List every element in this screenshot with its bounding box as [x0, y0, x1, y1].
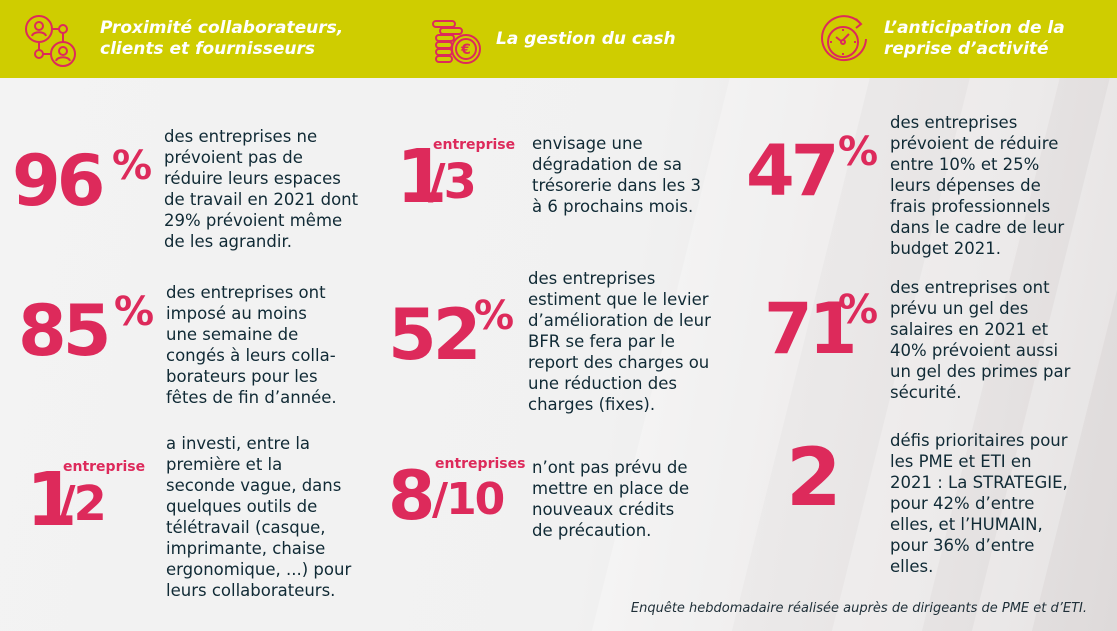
stat-value: 52 [388, 294, 481, 376]
stat-description: envisage une dégradation de sa trésoreri… [532, 134, 702, 216]
header-title-cash: La gestion du cash [496, 28, 676, 49]
header-title-recovery: L’anticipation de la reprise d’activité [884, 18, 1065, 59]
stat-label: entreprise [63, 459, 146, 475]
stat-description: a investi, entre la première et la secon… [166, 434, 352, 600]
stat-description: des entreprises ont imposé au moins une … [166, 283, 337, 407]
header-banner: Proximité collaborateurs, clients et fou… [0, 0, 1117, 78]
background [0, 78, 1117, 631]
coins-euro-icon: € [432, 20, 481, 64]
header-title-proximity: Proximité collaborateurs, clients et fou… [100, 18, 344, 59]
stat-numerator: 1 [396, 134, 447, 220]
svg-text:€: € [460, 42, 471, 58]
stat-value: 47 [746, 130, 839, 212]
stat-suffix: % [112, 143, 153, 189]
footnote: Enquête hebdomadaire réalisée auprès de … [630, 601, 1087, 616]
stat-description: des entreprises ne prévoient pas de rédu… [164, 127, 359, 251]
stat-label: entreprises [435, 456, 526, 472]
stat-suffix: % [474, 293, 515, 339]
stat-suffix: % [114, 289, 155, 335]
stat-value: 85 [18, 290, 111, 372]
stat-description: des entreprises estiment que le levier d… [528, 269, 711, 414]
stat-description: des entreprises ont prévu un gel des sal… [890, 278, 1071, 402]
stat-label: entreprise [433, 137, 516, 153]
stat-value: 71 [764, 288, 857, 370]
network-people-icon [25, 15, 76, 67]
stat-denominator: /3 [428, 154, 477, 210]
stat-denominator: /10 [432, 474, 505, 525]
stat-description: défis prioritaires pour les PME et ETI e… [890, 431, 1068, 576]
clock-restart-icon [821, 15, 867, 62]
stat-value: 96 [12, 140, 105, 222]
stat-value: 2 [786, 431, 842, 524]
stat-description: n’ont pas prévu de mettre en place de no… [532, 458, 690, 540]
stat-suffix: % [838, 287, 879, 333]
stat-suffix: % [838, 129, 879, 175]
stat-numerator: 1 [26, 457, 77, 543]
stat-denominator: /2 [58, 476, 107, 532]
header-section-cash: € La gestion du cash [428, 0, 676, 78]
stat-description: des entreprises prévoient de réduire ent… [890, 113, 1065, 258]
header-section-proximity: Proximité collaborateurs, clients et fou… [22, 0, 343, 78]
stat-numerator: 8 [388, 457, 435, 536]
header-section-recovery: L’anticipation de la reprise d’activité [816, 0, 1065, 78]
